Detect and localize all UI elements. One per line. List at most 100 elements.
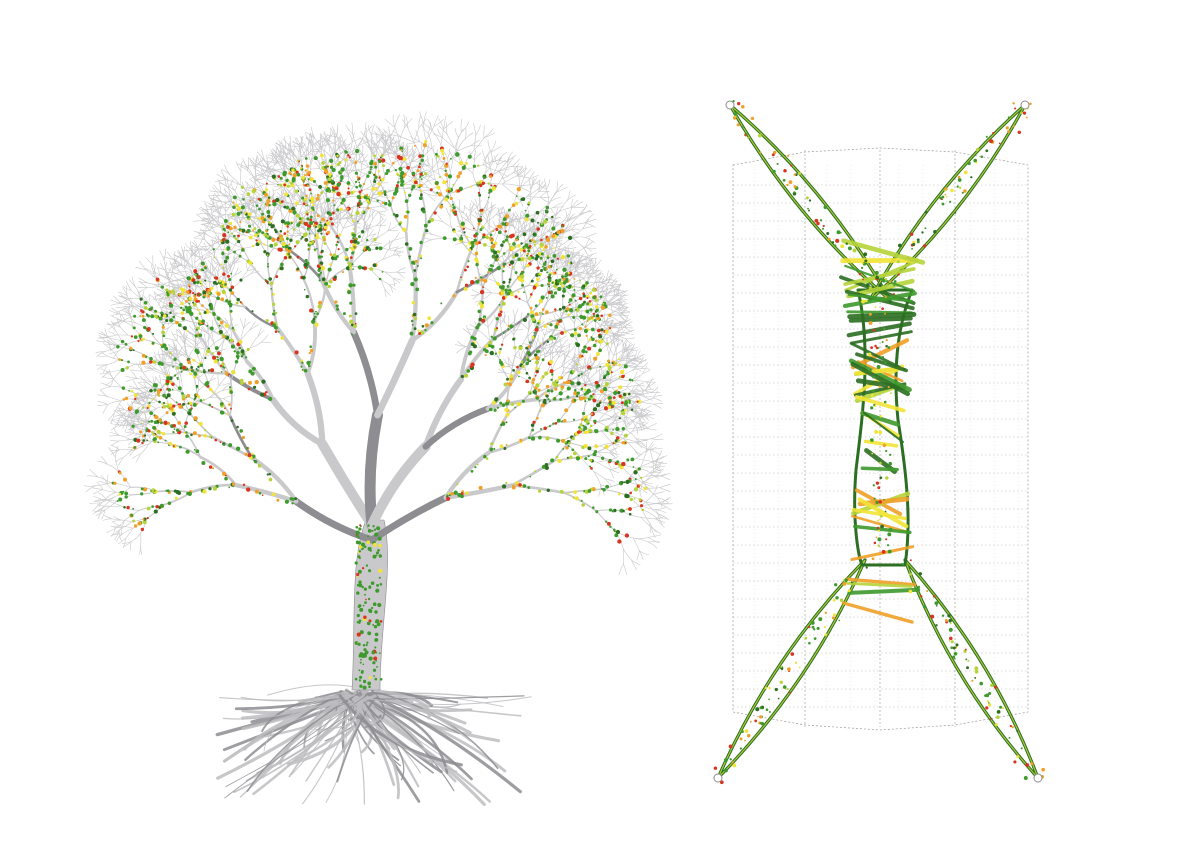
- tree-branch: [477, 199, 482, 208]
- tree-branch: [398, 143, 408, 166]
- foliage-dot: [121, 386, 126, 390]
- tree-branch: [118, 457, 124, 466]
- tree-branch: [111, 424, 120, 431]
- foliage-dot: [128, 389, 130, 392]
- tree-branch: [126, 281, 132, 291]
- trunk-marker: [360, 658, 362, 661]
- tree-branch: [97, 504, 108, 507]
- tree-branch: [427, 118, 433, 131]
- foliage-dot: [255, 239, 258, 242]
- tree-branch: [111, 528, 116, 537]
- tree-branch: [653, 464, 661, 473]
- tree-branch: [612, 297, 621, 304]
- tree-branch: [110, 531, 120, 536]
- tree-illustration: [83, 111, 673, 807]
- tree-branch: [563, 491, 597, 512]
- foliage-dot: [209, 326, 214, 331]
- tree-branch: [201, 278, 205, 288]
- tree-branch: [166, 354, 178, 364]
- tree-branch: [619, 329, 626, 337]
- tree-branch: [131, 369, 143, 372]
- tree-branch: [605, 320, 613, 326]
- tree-branch: [634, 373, 643, 381]
- tree-branch: [144, 396, 149, 407]
- tree-branch: [234, 267, 239, 276]
- tree-branch: [266, 167, 279, 177]
- tree-branch: [125, 527, 134, 539]
- tree-branch: [544, 326, 548, 336]
- tree-branch: [601, 287, 607, 296]
- tree-branch: [616, 357, 628, 363]
- tree-branch: [614, 432, 625, 436]
- tree-branch: [589, 380, 595, 394]
- tree-branch: [291, 145, 304, 148]
- tree-branch: [407, 128, 415, 143]
- tree-branch: [624, 326, 633, 333]
- tree-branch: [279, 142, 282, 154]
- tree-branch: [549, 196, 561, 202]
- tree-branch: [548, 250, 557, 255]
- tree-branch: [95, 509, 106, 516]
- foliage-dot: [165, 318, 169, 323]
- tree-branch: [507, 357, 514, 366]
- trunk-marker: [361, 670, 364, 673]
- tree-branch: [573, 285, 581, 288]
- tree-branch: [199, 337, 207, 350]
- tree-branch: [108, 331, 117, 336]
- tree-branch: [365, 127, 368, 139]
- tree-branch: [125, 378, 138, 382]
- foliage-dot: [139, 314, 142, 317]
- tree-branch: [625, 417, 638, 427]
- tree-branch: [618, 563, 624, 576]
- tree-branch: [163, 260, 169, 276]
- tree-branch: [110, 344, 116, 352]
- tree-branch: [568, 259, 570, 269]
- foliage-dot: [272, 312, 276, 316]
- tree-branch: [199, 455, 238, 487]
- tree-branch: [261, 341, 271, 343]
- tree-branch: [620, 312, 631, 314]
- tree-branch: [623, 390, 632, 398]
- foliage-dot: [139, 337, 142, 340]
- tree-branch: [209, 205, 222, 207]
- tree-branch: [469, 221, 478, 232]
- tree-branch: [582, 272, 592, 275]
- tree-branch: [498, 368, 507, 374]
- tree-branch: [393, 146, 396, 157]
- foliage-dot: [141, 360, 146, 365]
- foliage-dot: [277, 330, 280, 333]
- foliage-dot: [164, 346, 169, 351]
- foliage-dot: [251, 366, 256, 371]
- tree-branch: [527, 320, 530, 331]
- tree-branch: [626, 351, 628, 365]
- tree-branch: [402, 119, 409, 129]
- tree-branch: [640, 516, 652, 528]
- tree-branch: [135, 453, 141, 463]
- foliage-dot: [274, 325, 278, 330]
- tree-branch: [616, 300, 626, 304]
- tree-branch: [127, 409, 135, 418]
- tree-branch: [241, 270, 248, 280]
- tree-branch: [619, 360, 631, 362]
- tree-branch: [609, 450, 618, 456]
- tree-branch: [286, 166, 297, 185]
- tree-branch: [524, 222, 530, 229]
- tree-branch: [277, 153, 288, 159]
- tree-branch: [363, 210, 368, 221]
- tree-branch: [300, 136, 304, 148]
- tree-branch: [98, 333, 109, 338]
- foliage-dot: [305, 294, 309, 299]
- tree-branch: [456, 346, 467, 354]
- foliage-dot: [140, 309, 143, 312]
- tree-branch: [239, 318, 244, 329]
- tree-branch: [257, 330, 265, 338]
- tree-branch: [101, 509, 106, 520]
- tree-branch: [619, 321, 623, 331]
- tree-branch: [575, 265, 584, 268]
- foliage-dot: [230, 272, 233, 275]
- tree-branch: [652, 461, 654, 473]
- tree-branch: [208, 278, 213, 288]
- tree-branch: [594, 317, 597, 330]
- tree-branch: [144, 419, 149, 431]
- foliage-dot: [301, 276, 306, 280]
